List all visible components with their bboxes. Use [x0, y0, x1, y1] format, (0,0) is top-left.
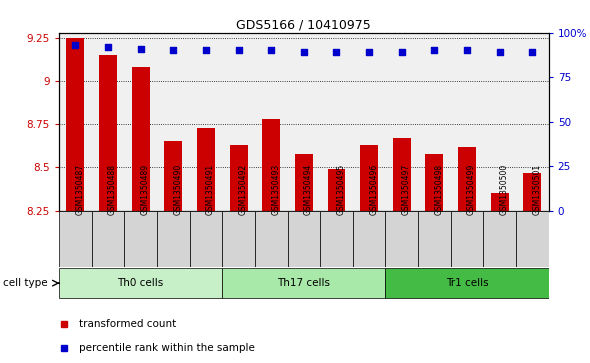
Text: GSM1350490: GSM1350490	[173, 164, 182, 215]
Bar	[91, 211, 124, 267]
Bar	[385, 269, 549, 298]
Text: GSM1350496: GSM1350496	[369, 164, 378, 215]
Bar	[483, 211, 516, 267]
Text: GSM1350487: GSM1350487	[76, 164, 84, 215]
Bar	[59, 269, 222, 298]
Text: cell type: cell type	[3, 278, 48, 288]
Bar	[255, 211, 287, 267]
Text: GSM1350499: GSM1350499	[467, 164, 476, 215]
Point	[136, 46, 145, 52]
Text: GSM1350489: GSM1350489	[140, 164, 150, 215]
Bar	[99, 55, 117, 211]
Bar	[451, 211, 483, 267]
Bar	[66, 38, 84, 211]
Bar	[230, 145, 248, 211]
Bar	[157, 211, 189, 267]
Bar	[458, 147, 476, 211]
Bar	[287, 211, 320, 267]
Bar	[124, 211, 157, 267]
Point	[234, 48, 243, 53]
Text: Tr1 cells: Tr1 cells	[446, 278, 489, 288]
Bar	[393, 138, 411, 211]
Point	[397, 49, 407, 55]
Text: GSM1350498: GSM1350498	[434, 164, 444, 215]
Point	[527, 49, 537, 55]
Bar	[222, 211, 255, 267]
Point	[71, 42, 80, 48]
Point	[169, 48, 178, 53]
Point	[430, 48, 439, 53]
Point	[103, 44, 113, 50]
Bar	[353, 211, 385, 267]
Bar	[262, 119, 280, 211]
Text: transformed count: transformed count	[78, 319, 176, 329]
Bar	[327, 169, 346, 211]
Text: GSM1350494: GSM1350494	[304, 164, 313, 215]
Bar	[418, 211, 451, 267]
Bar	[164, 142, 182, 211]
Bar	[516, 211, 549, 267]
Text: GSM1350497: GSM1350497	[402, 164, 411, 215]
Text: Th0 cells: Th0 cells	[117, 278, 164, 288]
Bar	[222, 269, 385, 298]
Point	[365, 49, 374, 55]
Bar	[360, 145, 378, 211]
Bar	[491, 193, 509, 211]
Bar	[59, 211, 91, 267]
Bar	[425, 154, 444, 211]
Point	[267, 48, 276, 53]
Point	[463, 48, 472, 53]
Text: GSM1350488: GSM1350488	[108, 164, 117, 215]
Bar	[523, 172, 542, 211]
Point	[332, 49, 341, 55]
Text: GSM1350491: GSM1350491	[206, 164, 215, 215]
Text: GSM1350500: GSM1350500	[500, 164, 509, 215]
Bar	[132, 67, 150, 211]
Text: GSM1350493: GSM1350493	[271, 164, 280, 215]
Bar	[385, 211, 418, 267]
Point	[299, 49, 309, 55]
Title: GDS5166 / 10410975: GDS5166 / 10410975	[237, 19, 371, 32]
Text: GSM1350495: GSM1350495	[336, 164, 346, 215]
Text: GSM1350501: GSM1350501	[532, 164, 542, 215]
Bar	[197, 128, 215, 211]
Text: Th17 cells: Th17 cells	[277, 278, 330, 288]
Point	[495, 49, 504, 55]
Bar	[295, 154, 313, 211]
Text: percentile rank within the sample: percentile rank within the sample	[78, 343, 254, 353]
Bar	[189, 211, 222, 267]
Point	[201, 48, 211, 53]
Bar	[320, 211, 353, 267]
Text: GSM1350492: GSM1350492	[238, 164, 248, 215]
